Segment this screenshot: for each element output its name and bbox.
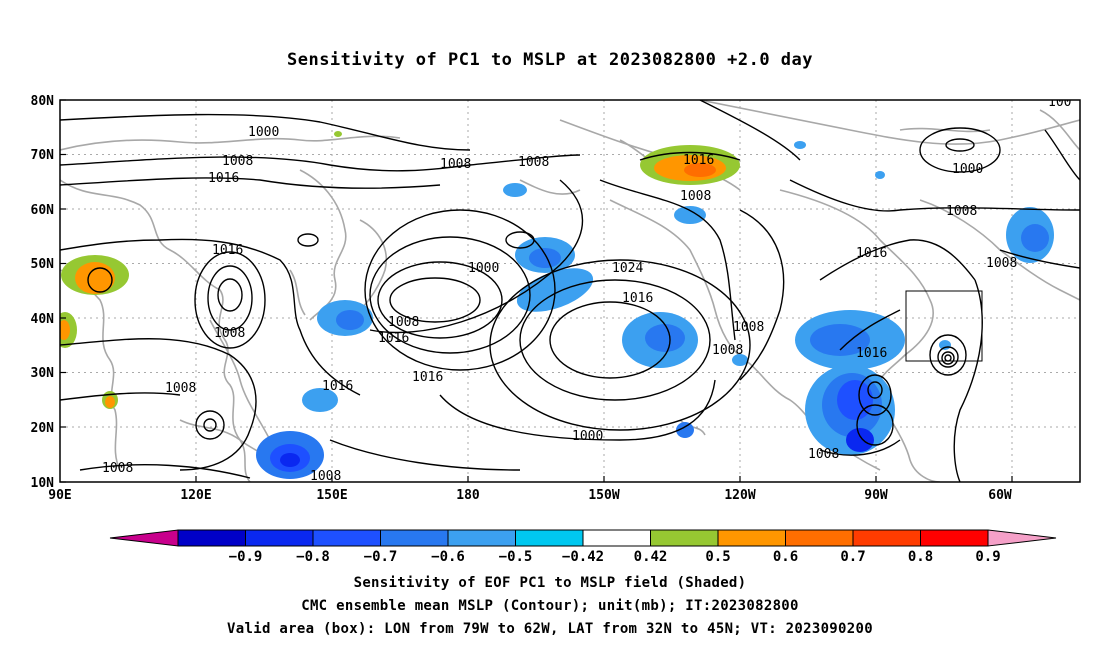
latitude-labels: 80N 70N 60N 50N 40N 30N 20N 10N [31, 94, 55, 491]
colorbar-low-triangle [109, 529, 179, 547]
lat-label: 20N [31, 421, 55, 436]
caption-contour: CMC ensemble mean MSLP (Contour); unit(m… [301, 598, 799, 614]
contour-label: 1000 [248, 125, 279, 140]
colorbar-label: 0.8 [908, 549, 933, 565]
colorbar-label: −0.7 [364, 549, 398, 565]
contour-label: 1016 [856, 246, 887, 261]
contour-label: 1016 [856, 346, 887, 361]
map-figure: 1000 1008 1016 1008 1008 1016 1008 1016 … [31, 94, 1081, 565]
valid-area-box [905, 290, 983, 362]
lon-label: 180 [456, 488, 480, 503]
lat-label: 50N [31, 257, 55, 272]
colorbar-swatch [717, 529, 786, 547]
colorbar-swatch [650, 529, 719, 547]
contour-labels: 1000 1008 1016 1008 1008 1016 1008 1016 … [102, 95, 1071, 476]
contour-label: 1016 [622, 291, 653, 306]
colorbar-swatch [312, 529, 381, 547]
lat-label: 40N [31, 312, 55, 327]
colorbar-label: −0.6 [431, 549, 465, 565]
contour-label: 1000 [952, 162, 983, 177]
contour-label: 1016 [412, 370, 443, 385]
lat-label: 30N [31, 366, 55, 381]
colorbar-swatch [920, 529, 989, 547]
longitude-labels: 90E 120E 150E 180 150W 120W 90W 60W [48, 488, 1012, 503]
lon-label: 90W [864, 488, 888, 503]
contour-label: 1008 [946, 204, 977, 219]
contour-label: 1008 [388, 315, 419, 330]
colorbar-swatch [852, 529, 921, 547]
lat-label: 10N [31, 476, 55, 491]
contour-label: 1016 [208, 171, 239, 186]
caption-valid-area: Valid area (box): LON from 79W to 62W, L… [227, 621, 873, 637]
lon-label: 150W [588, 488, 619, 503]
contour-label: 1008 [808, 447, 839, 462]
contour-label: 100 [1048, 95, 1071, 110]
contour-label: 1008 [712, 343, 743, 358]
colorbar-label: 0.5 [705, 549, 730, 565]
lon-label: 60W [988, 488, 1012, 503]
lon-label: 150E [316, 488, 347, 503]
colorbar-label: −0.5 [499, 549, 533, 565]
colorbar-swatch [785, 529, 854, 547]
colorbar-label: −0.8 [296, 549, 330, 565]
contour-label: 1008 [214, 326, 245, 341]
colorbar-swatch [177, 529, 246, 547]
colorbar-label: 0.6 [773, 549, 798, 565]
colorbar-swatch [582, 529, 651, 547]
contour-label: 1016 [322, 379, 353, 394]
plot-title: Sensitivity of PC1 to MSLP at 2023082800… [286, 50, 813, 70]
colorbar-swatch [245, 529, 314, 547]
contour-label: 1016 [378, 331, 409, 346]
contour-label: 1008 [440, 157, 471, 172]
caption-shaded: Sensitivity of EOF PC1 to MSLP field (Sh… [353, 575, 747, 591]
contour-label: 1000 [572, 429, 603, 444]
colorbar-label: 0.7 [840, 549, 865, 565]
lat-label: 60N [31, 203, 55, 218]
colorbar-label: 0.9 [975, 549, 1000, 565]
lat-label: 80N [31, 94, 55, 109]
mslp-contours [60, 100, 1080, 482]
map-border [59, 99, 1081, 483]
contour-label: 1008 [102, 461, 133, 476]
colorbar-label: −0.42 [562, 549, 604, 565]
colorbar-label: 0.42 [634, 549, 668, 565]
lon-label: 120W [724, 488, 755, 503]
colorbar-swatch [447, 529, 516, 547]
contour-label: 1008 [310, 469, 341, 484]
contour-label: 1008 [165, 381, 196, 396]
contour-label: 1008 [518, 155, 549, 170]
colorbar-swatch [515, 529, 584, 547]
contour-label: 1016 [683, 153, 714, 168]
colorbar-label: −0.9 [229, 549, 263, 565]
lon-label: 90E [48, 488, 71, 503]
contour-label: 1008 [986, 256, 1017, 271]
contour-label: 1016 [212, 243, 243, 258]
lat-label: 70N [31, 148, 55, 163]
colorbar: −0.9 −0.8 −0.7 −0.6 −0.5 −0.42 0.42 0.5 0.6 0.7 0.… [109, 529, 1057, 565]
contour-label: 1024 [612, 261, 643, 276]
contour-label: 1000 [468, 261, 499, 276]
contour-label: 1008 [680, 189, 711, 204]
contour-label: 1008 [222, 154, 253, 169]
tick-marks [60, 99, 1013, 483]
colorbar-high-triangle [987, 529, 1057, 547]
contour-label: 1008 [733, 320, 764, 335]
colorbar-swatch [380, 529, 449, 547]
lon-label: 120E [180, 488, 211, 503]
